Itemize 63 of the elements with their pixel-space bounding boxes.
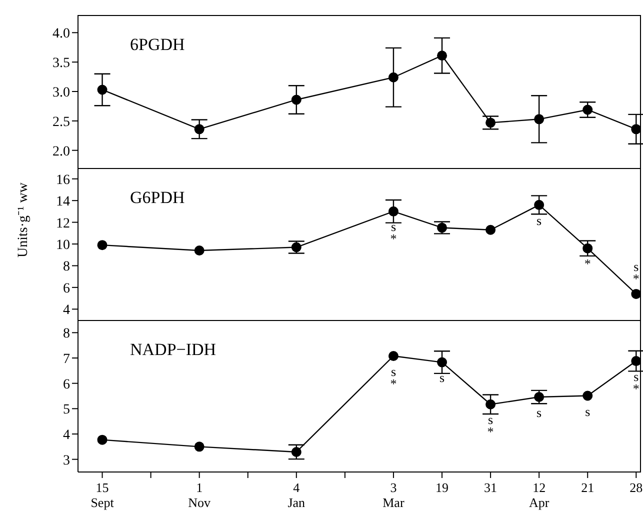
point (582, 104, 593, 115)
y-tick-label: 2.5 (52, 114, 70, 130)
point (631, 288, 641, 299)
point (97, 84, 108, 95)
point (631, 356, 641, 366)
point (437, 50, 448, 61)
x-tick-label: 4 Jan (288, 480, 306, 510)
y-tick-label: 6 (63, 377, 70, 392)
y-tick-label: 16 (56, 172, 70, 188)
y-tick-label: 8 (63, 260, 70, 275)
point (437, 357, 448, 368)
x-tick-label: 15 Sept (90, 480, 114, 510)
point (97, 240, 108, 250)
x-tick-label: 1 Nov (188, 480, 212, 510)
point (534, 392, 544, 402)
point (582, 390, 593, 401)
x-tick-label: 19 (436, 480, 449, 495)
y-tick-label: 3.0 (52, 85, 70, 100)
point (486, 224, 496, 235)
y-tick-label: 4 (63, 303, 70, 318)
point (388, 350, 398, 361)
y-tick-label: 6 (63, 281, 70, 296)
point (486, 399, 496, 410)
x-tick-label: 3 Mar (382, 480, 405, 510)
point (631, 124, 641, 134)
point (291, 94, 302, 105)
point (291, 446, 302, 457)
y-tick-label: 10 (56, 238, 70, 253)
annotation: s (584, 404, 592, 419)
y-tick-label: 2.0 (52, 144, 70, 160)
x-tick-label: 12 Apr (528, 480, 550, 510)
annotation: s (536, 212, 543, 228)
text: NADP−IDH (130, 340, 216, 360)
y-tick-label: 4 (63, 428, 70, 443)
text: 6PGDH (130, 35, 185, 55)
y-tick-label: 3.5 (52, 56, 70, 72)
y-tick-label: 14 (56, 194, 70, 210)
text: G6PDH (130, 188, 185, 208)
annotation: * (583, 256, 592, 272)
point (97, 434, 108, 445)
point (582, 243, 593, 254)
annotation: s (438, 370, 446, 386)
point (534, 200, 544, 210)
y-tick-label: 7 (63, 352, 70, 367)
point (291, 242, 302, 252)
x-tick-label: 31 (484, 480, 498, 495)
point (194, 246, 204, 256)
y-tick-label: 3 (63, 453, 70, 468)
point (388, 206, 398, 216)
y-axis-title: Units·g⁻¹ ww (15, 182, 32, 258)
point (486, 118, 496, 128)
x-tick-label: 28 (630, 480, 643, 495)
y-tick-label: 5 (63, 402, 70, 418)
point (388, 72, 398, 82)
y-tick-label: 12 (56, 216, 70, 232)
x-tick-label: 21 (581, 480, 594, 495)
point (534, 114, 544, 124)
point (194, 442, 204, 452)
y-tick-label: 4.0 (52, 26, 70, 42)
point (194, 124, 204, 134)
annotation: s (536, 405, 543, 420)
point (437, 222, 448, 233)
y-tick-label: 8 (63, 326, 70, 342)
